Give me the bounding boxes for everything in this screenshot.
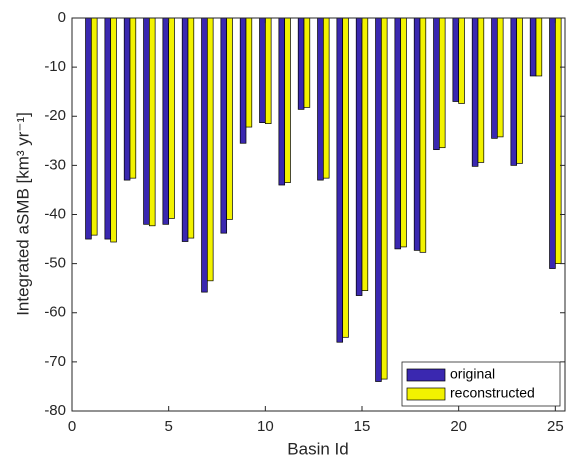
bar <box>510 17 518 166</box>
y-tick-label: -80 <box>44 402 66 419</box>
y-tick-label: -40 <box>44 205 66 222</box>
bar <box>491 17 498 139</box>
bar <box>458 17 465 104</box>
bar <box>496 17 504 138</box>
x-tick-label: 0 <box>68 418 76 435</box>
bar <box>239 17 247 144</box>
bar <box>297 17 305 110</box>
y-tick-label: -20 <box>44 107 66 124</box>
bar <box>284 17 291 183</box>
y-tick-label: -60 <box>44 304 66 321</box>
y-tick-label: -30 <box>44 156 66 173</box>
bar <box>129 17 137 179</box>
bar <box>342 17 349 338</box>
bar <box>380 17 388 380</box>
bar <box>259 17 266 123</box>
bar <box>394 17 402 250</box>
bar <box>549 17 556 269</box>
bar <box>355 17 363 296</box>
bar <box>245 17 253 128</box>
x-tick-label: 20 <box>450 418 467 435</box>
bar <box>477 17 485 163</box>
bar <box>452 17 460 102</box>
legend-swatch <box>406 387 446 401</box>
x-tick-label: 25 <box>547 418 564 435</box>
bar <box>148 17 156 227</box>
bar <box>206 17 214 282</box>
x-tick-label: 10 <box>257 418 274 435</box>
bar <box>361 17 369 291</box>
bar <box>143 17 150 225</box>
bar <box>438 17 446 149</box>
y-tick-label: 0 <box>58 9 66 26</box>
bar <box>433 17 440 151</box>
bar <box>123 17 131 181</box>
bar <box>554 17 562 264</box>
bar <box>187 17 195 239</box>
bar <box>162 17 170 225</box>
bar <box>278 17 286 186</box>
bar <box>201 17 208 293</box>
bar <box>317 17 324 181</box>
bar <box>220 17 228 234</box>
bar <box>104 17 112 240</box>
bar <box>535 17 543 77</box>
bar <box>375 17 382 382</box>
bar <box>336 17 344 343</box>
bar <box>226 17 233 220</box>
bar <box>529 17 537 77</box>
bar <box>85 17 92 240</box>
y-tick-label: -50 <box>44 255 66 272</box>
y-tick-label: -10 <box>44 58 66 75</box>
bar <box>400 17 407 248</box>
x-tick-label: 5 <box>164 418 172 435</box>
bar <box>413 17 421 251</box>
legend-label: original <box>450 366 495 382</box>
x-tick-label: 15 <box>354 418 371 435</box>
x-axis-label: Basin Id <box>287 439 348 458</box>
legend-label: reconstructed <box>450 385 535 401</box>
bar <box>168 17 175 219</box>
bar <box>303 17 311 108</box>
bar <box>181 17 189 242</box>
bar <box>419 17 427 253</box>
bar <box>90 17 98 236</box>
bar <box>322 17 330 179</box>
bar <box>471 17 479 167</box>
bar <box>516 17 523 164</box>
bar <box>110 17 117 243</box>
legend-swatch <box>406 368 446 382</box>
y-tick-label: -70 <box>44 353 66 370</box>
bar <box>264 17 272 124</box>
y-axis-label: Integrated aSMB [km³ yr⁻¹] <box>13 112 32 316</box>
